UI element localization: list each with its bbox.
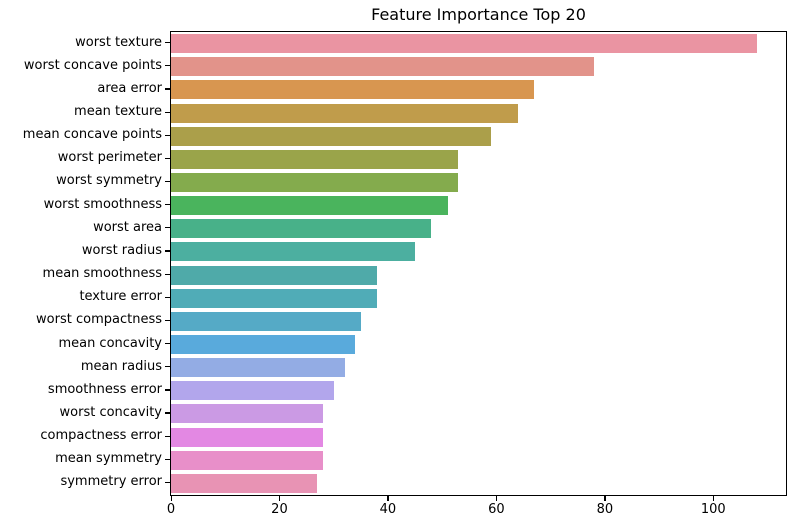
y-tick-label: worst concavity <box>59 404 162 420</box>
y-tick-label: compactness error <box>40 428 162 444</box>
y-tick-mark <box>165 250 170 252</box>
bar-worst-concave-points <box>171 57 595 77</box>
y-tick-mark <box>165 65 170 67</box>
x-tick-label: 100 <box>700 502 726 517</box>
y-tick-label: texture error <box>79 289 162 305</box>
x-tick-mark <box>170 496 172 501</box>
y-tick-label: worst compactness <box>36 312 162 328</box>
x-tick-mark <box>604 496 606 501</box>
bar-worst-symmetry <box>171 172 459 192</box>
bar-compactness-error <box>171 427 323 447</box>
bar-worst-perimeter <box>171 149 459 169</box>
bar-worst-smoothness <box>171 196 448 216</box>
x-tick-label: 60 <box>488 502 505 517</box>
bar-worst-texture <box>171 34 757 54</box>
y-tick-mark <box>165 458 170 460</box>
bar-area-error <box>171 80 535 100</box>
bar-worst-compactness <box>171 311 361 331</box>
y-tick-mark <box>165 42 170 44</box>
y-tick-label: worst concave points <box>23 57 162 73</box>
x-tick-mark <box>712 496 714 501</box>
bar-worst-concavity <box>171 404 323 424</box>
y-tick-mark <box>165 366 170 368</box>
y-tick-label: worst texture <box>75 34 162 50</box>
y-tick-label: worst smoothness <box>43 196 162 212</box>
bar-mean-symmetry <box>171 450 323 470</box>
y-tick-mark <box>165 343 170 345</box>
x-tick-label: 0 <box>166 502 176 517</box>
y-tick-mark <box>165 412 170 414</box>
y-tick-mark <box>165 435 170 437</box>
y-tick-label: worst symmetry <box>56 173 162 189</box>
bar-symmetry-error <box>171 473 318 493</box>
y-tick-mark <box>165 389 170 391</box>
y-tick-label: mean texture <box>74 104 162 120</box>
y-tick-label: mean concave points <box>22 127 162 143</box>
y-tick-mark <box>165 296 170 298</box>
x-tick-label: 80 <box>596 502 614 517</box>
y-tick-label: worst perimeter <box>57 150 162 166</box>
y-tick-label: mean concavity <box>58 335 162 351</box>
bar-mean-smoothness <box>171 265 378 285</box>
y-tick-mark <box>165 157 170 159</box>
y-tick-label: mean smoothness <box>42 266 162 282</box>
y-tick-mark <box>165 88 170 90</box>
x-tick-mark <box>387 496 389 501</box>
y-tick-mark <box>165 111 170 113</box>
y-tick-label: mean symmetry <box>55 451 162 467</box>
y-tick-label: worst radius <box>81 242 162 258</box>
y-tick-label: symmetry error <box>60 474 162 490</box>
chart-title: Feature Importance Top 20 <box>371 5 586 24</box>
y-tick-mark <box>165 319 170 322</box>
bar-worst-radius <box>171 242 416 262</box>
y-tick-mark <box>165 481 170 484</box>
y-tick-mark <box>165 227 170 229</box>
x-tick-label: 20 <box>271 502 288 517</box>
y-tick-label: worst area <box>93 219 162 235</box>
y-tick-label: smoothness error <box>47 381 162 397</box>
bar-mean-texture <box>171 103 519 123</box>
bar-worst-area <box>171 219 432 239</box>
y-tick-mark <box>165 180 170 183</box>
y-tick-mark <box>165 134 170 136</box>
y-tick-label: area error <box>97 80 162 96</box>
x-tick-mark <box>278 496 281 501</box>
plot-area <box>170 31 787 496</box>
y-tick-mark <box>165 273 170 275</box>
x-tick-mark <box>495 496 498 501</box>
bar-mean-concave-points <box>171 126 491 146</box>
x-tick-label: 40 <box>379 502 397 517</box>
y-tick-mark <box>165 204 170 206</box>
bar-texture-error <box>171 288 378 308</box>
bar-smoothness-error <box>171 381 334 401</box>
y-tick-label: mean radius <box>80 358 162 374</box>
bar-mean-radius <box>171 358 345 378</box>
bar-mean-concavity <box>171 335 356 355</box>
